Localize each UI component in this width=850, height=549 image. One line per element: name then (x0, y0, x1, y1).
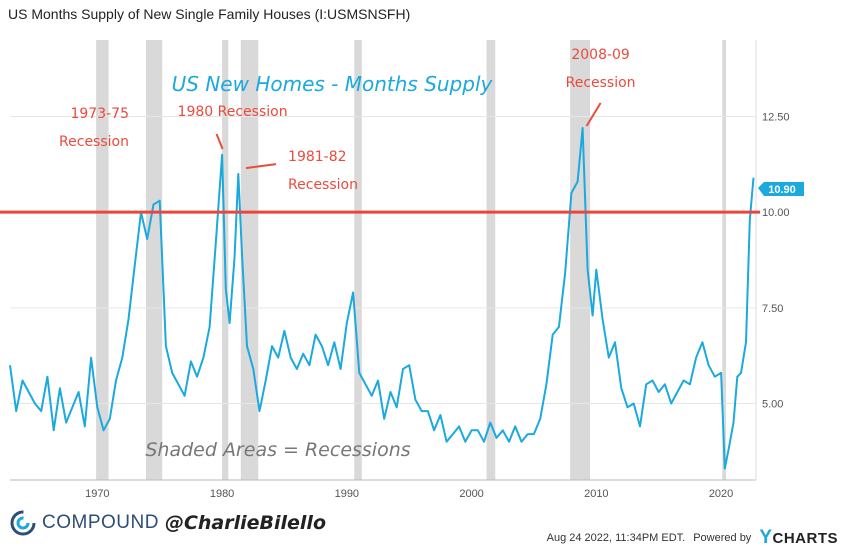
ycharts-rest: CHARTS (772, 530, 838, 547)
annotation-arrow (215, 133, 224, 150)
footer-brand: COMPOUND @CharlieBilello (10, 510, 326, 536)
footer-source: Aug 24 2022, 11:34PM EDT. Powered by YCH… (547, 527, 838, 549)
recession-band-4 (354, 40, 362, 480)
y-tick-label: 12.50 (762, 112, 790, 124)
annotation-0: 1973-75 Recession (59, 106, 129, 150)
annotation-text: Recession (288, 177, 358, 193)
ycharts-logo[interactable]: YCHARTS (759, 527, 838, 549)
chart-subtitle: Shaded Areas = Recessions (145, 439, 410, 461)
recession-band-7 (722, 40, 727, 480)
compound-brand-text: COMPOUND (42, 512, 159, 533)
x-tick-label: 2000 (459, 488, 483, 500)
compound-logo-icon (10, 510, 36, 536)
twitter-handle: @CharlieBilello (164, 512, 326, 534)
annotation-text: Recession (59, 134, 129, 150)
y-tick-labels: 5.00 7.50 10.00 12.50 (762, 112, 790, 411)
annotation-text: 1980 Recession (178, 104, 288, 120)
y-tick-label: 7.50 (762, 303, 783, 315)
ycharts-y: Y (759, 527, 773, 548)
timestamp: Aug 24 2022, 11:34PM EDT. (546, 532, 686, 544)
x-tick-label: 2010 (584, 488, 608, 500)
recession-band-0 (96, 40, 109, 480)
y-tick-label: 10.00 (762, 207, 790, 219)
recession-band-6 (570, 40, 591, 480)
series (9, 127, 755, 470)
x-tick-label: 1990 (335, 488, 359, 500)
x-tick-labels: 1970 1980 1990 2000 2010 2020 (85, 488, 733, 500)
annotation-1: 1980 Recession (178, 104, 288, 150)
recession-band-5 (486, 40, 496, 480)
annotations: 1973-75 Recession 1980 Recession 1981-82 Rec… (59, 47, 636, 193)
x-tick-label: 2020 (709, 488, 733, 500)
annotation-2: 1981-82 Recession (245, 149, 358, 193)
axes (10, 40, 757, 481)
last-value-badge-shape (758, 182, 804, 196)
chart-title: US New Homes - Months Supply (172, 72, 494, 96)
annotation-arrow (585, 102, 602, 127)
last-value-text: 10.90 (768, 184, 796, 196)
annotation-text: Recession (566, 75, 636, 91)
annotation-text: 2008-09 (571, 47, 630, 63)
chart-window-title: US Months Supply of New Single Family Ho… (8, 6, 411, 22)
last-value-badge: 10.90 (758, 182, 804, 196)
x-tick-label: 1970 (85, 488, 109, 500)
x-tick-label: 1980 (210, 488, 234, 500)
series-line-0 (9, 127, 755, 470)
annotation-text: 1981-82 (288, 149, 347, 165)
annotation-3: 2008-09 Recession (566, 47, 636, 127)
y-tick-label: 5.00 (762, 398, 783, 410)
annotation-arrow (245, 163, 277, 170)
powered-by-label: Powered by (693, 532, 752, 544)
annotation-text: 1973-75 (70, 106, 129, 122)
recession-band-1 (145, 40, 163, 480)
